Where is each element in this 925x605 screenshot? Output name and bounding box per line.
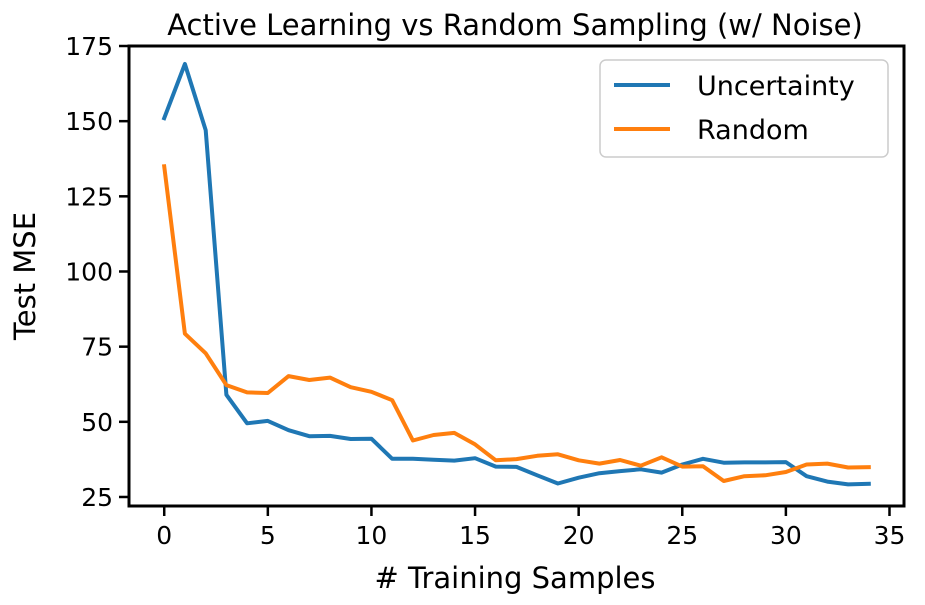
x-tick-label: 10 bbox=[356, 521, 388, 550]
x-axis-label: # Training Samples bbox=[374, 561, 655, 595]
chart-title: Active Learning vs Random Sampling (w/ N… bbox=[167, 8, 863, 42]
series-line-uncertainty bbox=[161, 62, 871, 487]
y-tick-label: 25 bbox=[81, 483, 113, 512]
series-layer bbox=[161, 62, 871, 487]
y-tick-label: 175 bbox=[65, 32, 113, 61]
x-tick-label: 5 bbox=[260, 521, 276, 550]
x-axis: 0 5 10 15 20 25 30 35 bbox=[156, 506, 905, 550]
y-axis: 25 50 75 100 125 150 175 bbox=[65, 32, 129, 512]
y-tick-label: 100 bbox=[65, 257, 113, 286]
x-tick-label: 0 bbox=[156, 521, 172, 550]
y-tick-label: 125 bbox=[65, 182, 113, 211]
y-tick-label: 150 bbox=[65, 107, 113, 136]
legend-label-random: Random bbox=[697, 115, 809, 146]
x-tick-label: 25 bbox=[666, 521, 698, 550]
legend: Uncertainty Random bbox=[599, 59, 889, 158]
y-axis-label: Test MSE bbox=[8, 212, 42, 341]
x-tick-label: 35 bbox=[874, 521, 906, 550]
x-tick-label: 30 bbox=[770, 521, 802, 550]
y-tick-label: 75 bbox=[81, 333, 113, 362]
x-tick-label: 15 bbox=[459, 521, 491, 550]
x-tick-label: 20 bbox=[563, 521, 595, 550]
legend-box bbox=[599, 59, 889, 158]
y-tick-label: 50 bbox=[81, 408, 113, 437]
plot-area bbox=[127, 44, 906, 508]
plot-frame bbox=[127, 44, 906, 508]
legend-label-uncertainty: Uncertainty bbox=[697, 71, 855, 102]
series-line-random bbox=[161, 164, 871, 483]
